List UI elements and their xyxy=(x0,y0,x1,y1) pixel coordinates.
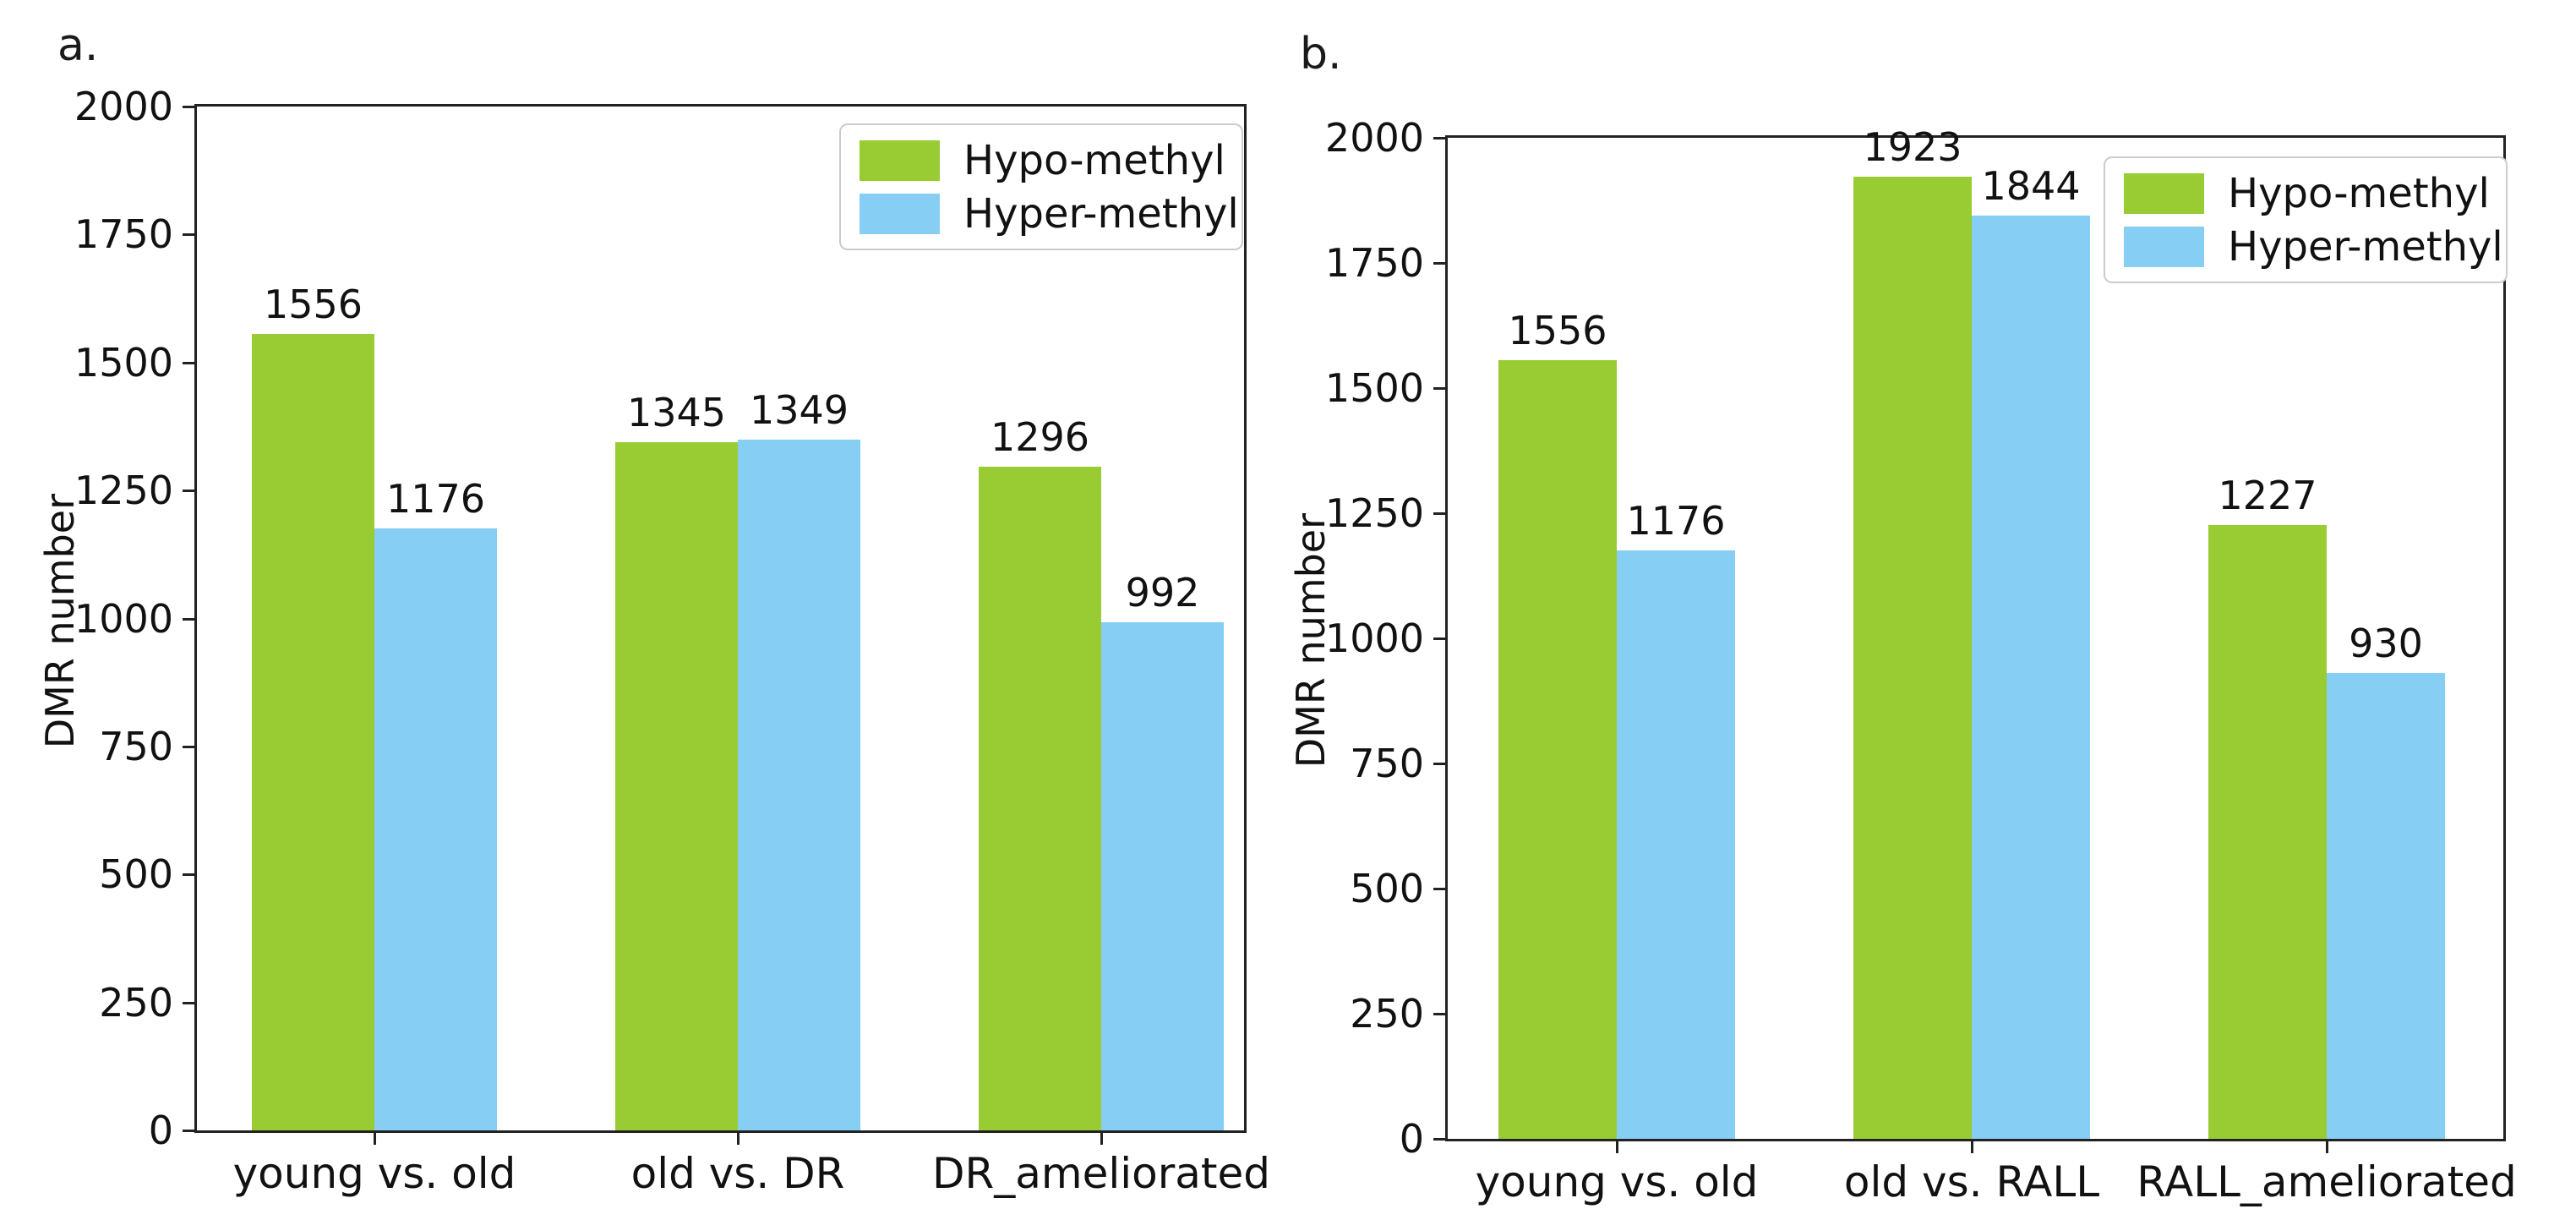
x-tick-mark xyxy=(2326,1141,2328,1153)
y-tick-label: 1500 xyxy=(1324,365,1424,411)
bar-hypo-methyl xyxy=(252,333,374,1130)
y-tick-label: 500 xyxy=(99,851,173,898)
legend-swatch-icon xyxy=(860,140,940,181)
y-tick-mark xyxy=(183,1130,194,1132)
y-tick-mark xyxy=(183,873,194,877)
x-tick-mark xyxy=(374,1133,376,1145)
y-tick-label: 250 xyxy=(99,979,173,1026)
panel-label-b: b. xyxy=(1300,29,1342,79)
legend-entry: Hyper-methyl xyxy=(860,193,1239,234)
x-tick-label: DR_ameliorated xyxy=(931,1149,1271,1198)
bar-hypo-methyl xyxy=(979,467,1101,1130)
legend-label: Hyper-methyl xyxy=(2228,222,2503,271)
y-tick-label: 0 xyxy=(1399,1116,1424,1162)
legend-entry: Hypo-methyl xyxy=(860,136,1225,184)
y-tick-mark xyxy=(1433,763,1445,765)
bar-hyper-methyl xyxy=(1617,550,1735,1139)
bar-value-label: 930 xyxy=(2349,621,2423,667)
bar-hyper-methyl xyxy=(374,528,497,1130)
legend-swatch-icon xyxy=(2124,172,2204,214)
x-tick-label: young vs. old xyxy=(232,1149,516,1198)
y-tick-mark xyxy=(183,617,194,621)
y-tick-label: 2000 xyxy=(74,84,173,129)
bar-hyper-methyl xyxy=(1972,216,2090,1139)
y-tick-label: 1750 xyxy=(1324,240,1424,286)
panel-label-a: a. xyxy=(57,20,99,71)
y-tick-mark xyxy=(1433,888,1445,890)
y-tick-label: 1500 xyxy=(74,339,173,386)
legend-entry: Hyper-methyl xyxy=(2124,226,2503,267)
y-tick-mark xyxy=(183,1001,194,1004)
y-tick-mark xyxy=(1433,387,1445,390)
y-tick-mark xyxy=(183,106,194,108)
bar-hyper-methyl xyxy=(2327,673,2445,1139)
legend: Hypo-methyl Hyper-methyl xyxy=(839,123,1243,250)
bar-value-label: 1349 xyxy=(749,387,849,434)
bar-value-label: 1176 xyxy=(385,475,486,522)
bar-hypo-methyl xyxy=(1853,176,1972,1139)
bar-value-label: 992 xyxy=(1125,570,1200,616)
y-tick-label: 500 xyxy=(1350,866,1424,911)
y-tick-label: 1250 xyxy=(74,468,173,514)
x-tick-mark xyxy=(1616,1141,1618,1153)
legend: Hypo-methyl Hyper-methyl xyxy=(2104,156,2508,283)
x-tick-mark xyxy=(1971,1141,1973,1153)
x-tick-label: old vs. RALL xyxy=(1843,1157,2100,1206)
legend-swatch-icon xyxy=(860,193,940,234)
bar-value-label: 1345 xyxy=(626,389,727,435)
plot-area: DMR number 0 250 500 750 1000 1250 1500 1750 2000… xyxy=(37,85,1270,1197)
legend-label: Hypo-methyl xyxy=(963,136,1225,184)
bar-hyper-methyl xyxy=(1101,622,1224,1130)
legend-label: Hyper-methyl xyxy=(963,189,1239,238)
bar-hyper-methyl xyxy=(738,440,860,1130)
x-tick-label: young vs. old xyxy=(1475,1157,1759,1206)
plot-area: DMR number 0 250 500 750 1000 1250 1500 1750 2000… xyxy=(1288,117,2517,1206)
y-tick-label: 2000 xyxy=(1324,115,1424,161)
x-tick-label: old vs. DR xyxy=(630,1149,845,1198)
bar-value-label: 1176 xyxy=(1626,497,1726,544)
y-tick-mark xyxy=(1433,1138,1445,1141)
y-tick-label: 250 xyxy=(1350,991,1424,1037)
x-tick-mark xyxy=(737,1133,740,1145)
y-tick-label: 750 xyxy=(99,723,173,769)
y-tick-mark xyxy=(1433,262,1445,265)
y-tick-label: 1000 xyxy=(1324,615,1424,661)
y-tick-label: 750 xyxy=(1350,741,1424,786)
bar-value-label: 1296 xyxy=(990,414,1090,461)
y-tick-label: 1000 xyxy=(74,595,173,642)
y-tick-label: 1750 xyxy=(74,211,173,258)
bar-hypo-methyl xyxy=(2208,524,2327,1139)
legend-entry: Hypo-methyl xyxy=(2124,169,2490,217)
y-tick-mark xyxy=(183,745,194,748)
bar-value-label: 1227 xyxy=(2218,472,2317,518)
bar-hypo-methyl xyxy=(1498,359,1617,1139)
bar-value-label: 1923 xyxy=(1863,123,1962,170)
x-tick-label: RALL_ameliorated xyxy=(2137,1157,2517,1206)
legend-label: Hypo-methyl xyxy=(2228,169,2490,217)
y-tick-label: 1250 xyxy=(1324,490,1424,536)
x-tick-mark xyxy=(1100,1133,1103,1145)
y-tick-mark xyxy=(1433,137,1445,140)
y-tick-mark xyxy=(1433,637,1445,640)
y-tick-mark xyxy=(1433,1013,1445,1015)
bar-value-label: 1844 xyxy=(1981,163,2081,210)
y-tick-mark xyxy=(1433,512,1445,515)
y-tick-mark xyxy=(183,490,194,493)
bar-hypo-methyl xyxy=(615,441,738,1130)
bar-value-label: 1556 xyxy=(1508,307,1607,353)
y-tick-mark xyxy=(183,233,194,237)
y-tick-mark xyxy=(183,361,194,364)
bar-value-label: 1556 xyxy=(263,281,363,327)
legend-swatch-icon xyxy=(2124,226,2204,267)
y-tick-label: 0 xyxy=(148,1108,173,1153)
